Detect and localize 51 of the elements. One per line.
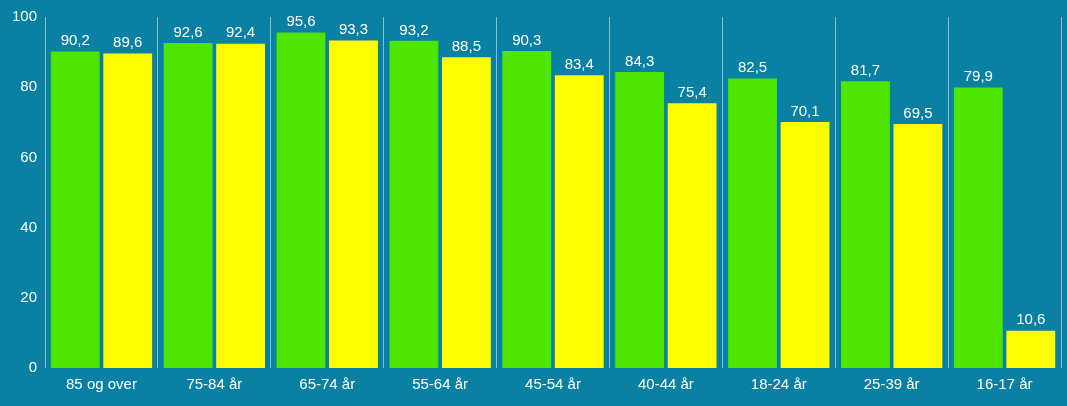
y-tick-label: 0 [28, 358, 38, 376]
x-tick-label: 40-44 år [637, 375, 694, 393]
data-label: 89,6 [113, 33, 143, 51]
data-label: 75,4 [677, 82, 707, 100]
x-tick-label: 55-64 år [412, 375, 469, 393]
bar [780, 121, 830, 368]
y-tick-label: 20 [20, 287, 38, 305]
data-label: 90,3 [512, 30, 542, 48]
data-label: 93,3 [338, 20, 369, 38]
data-label: 82,5 [737, 58, 768, 76]
bar [441, 57, 491, 368]
x-tick-label: 18-24 år [750, 375, 807, 393]
y-tick-label: 80 [20, 77, 38, 95]
data-label: 90,2 [60, 31, 90, 49]
bar [276, 32, 326, 368]
data-label: 93,2 [399, 20, 429, 38]
data-label: 70,1 [790, 101, 820, 119]
data-label: 92,6 [173, 22, 203, 40]
data-label: 88,5 [451, 37, 481, 55]
bar [953, 87, 1003, 368]
bar [216, 43, 266, 368]
bar [389, 40, 439, 368]
x-tick-label: 75-84 år [186, 375, 243, 393]
data-label: 84,3 [625, 51, 655, 69]
bar [103, 53, 153, 368]
y-tick-label: 60 [20, 147, 38, 165]
bar [1006, 330, 1056, 368]
bar [502, 51, 552, 368]
x-tick-label: 45-54 år [525, 375, 581, 393]
y-tick-label: 100 [12, 7, 38, 25]
bar [163, 42, 213, 368]
data-label: 81,7 [850, 60, 881, 78]
bar [841, 81, 890, 368]
y-tick-label: 40 [20, 217, 38, 235]
data-label: 95,6 [286, 12, 316, 30]
x-tick-label: 65-74 år [299, 375, 356, 393]
bar [329, 40, 378, 368]
bar [615, 72, 665, 368]
data-label: 79,9 [963, 67, 993, 85]
bar [50, 51, 100, 368]
x-tick-label: 25-39 år [863, 375, 920, 393]
bar [728, 78, 777, 368]
data-label: 10,6 [1016, 310, 1046, 328]
bar [554, 75, 604, 368]
bar [667, 103, 717, 368]
data-label: 83,4 [564, 54, 594, 72]
x-tick-label: 16-17 år [976, 375, 1033, 393]
data-label: 92,4 [226, 23, 256, 41]
x-tick-label: 85 og over [66, 375, 137, 393]
data-label: 69,5 [903, 103, 933, 121]
bar [893, 124, 943, 368]
